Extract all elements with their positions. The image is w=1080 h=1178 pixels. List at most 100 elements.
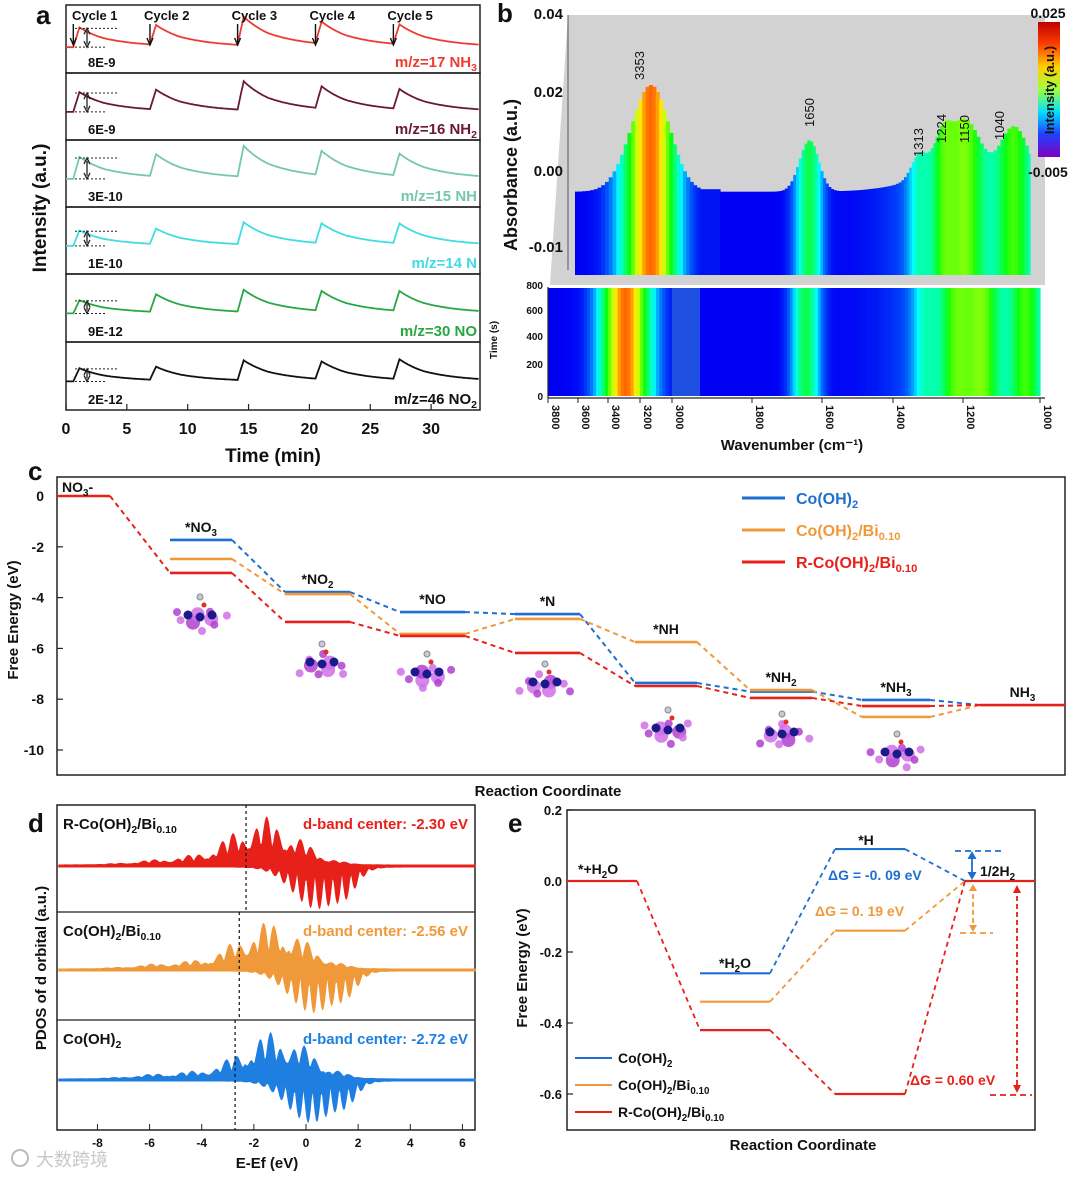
heatmap-strip bbox=[829, 288, 833, 396]
heatmap-strip bbox=[803, 288, 808, 396]
surface-strip bbox=[893, 184, 897, 275]
surface-strip bbox=[748, 191, 752, 275]
label-segment: *NH bbox=[765, 669, 791, 685]
scale-value: 1E-10 bbox=[88, 256, 123, 271]
heatmap-strip bbox=[911, 288, 915, 396]
delta-g-label: ΔG = 0. 19 eV bbox=[815, 903, 905, 919]
intermediate-label: *+H2O bbox=[578, 861, 618, 881]
x-tick-label: 1000 bbox=[1041, 405, 1053, 429]
surface-strip bbox=[851, 190, 855, 275]
surface-strip bbox=[593, 189, 598, 275]
label-segment: m/z=30 NO bbox=[400, 323, 477, 340]
peak-label: 1224 bbox=[934, 114, 949, 143]
arrow-down-icon bbox=[389, 37, 398, 47]
heatmap-break bbox=[672, 288, 700, 396]
heatmap-strip bbox=[725, 288, 730, 396]
energy-connector bbox=[811, 689, 863, 718]
x-axis-label: Time (min) bbox=[225, 446, 321, 467]
label-segment: R-Co(OH) bbox=[796, 555, 869, 572]
surface-strip bbox=[623, 144, 628, 275]
heatmap-strip bbox=[572, 288, 576, 396]
ms-signal-trace bbox=[66, 357, 479, 383]
label-segment: *H bbox=[719, 955, 735, 971]
surface-strip bbox=[736, 191, 741, 275]
label-segment: *NH bbox=[653, 621, 679, 637]
energy-connector bbox=[464, 617, 516, 635]
intermediate-label: *NO bbox=[419, 591, 446, 607]
atom bbox=[176, 616, 185, 625]
heatmap-strip bbox=[729, 288, 734, 396]
heatmap-strip bbox=[602, 288, 606, 396]
energy-connector bbox=[579, 652, 636, 687]
heatmap-strip bbox=[554, 288, 558, 396]
label-segment: *NO bbox=[302, 571, 329, 587]
heatmap-strip bbox=[617, 288, 622, 396]
label-segment: 2 bbox=[328, 580, 334, 591]
surface-strip bbox=[921, 152, 925, 275]
heatmap-strip bbox=[611, 288, 615, 396]
surface-strip bbox=[787, 185, 791, 275]
heatmap-strip bbox=[749, 288, 754, 396]
heatmap-strip bbox=[704, 288, 709, 396]
heatmap-strip bbox=[578, 288, 582, 396]
surface-strip bbox=[700, 189, 721, 275]
d-band-center-label: d-band center: -2.72 eV bbox=[303, 1031, 468, 1048]
atom bbox=[314, 670, 323, 679]
energy-connector bbox=[929, 704, 981, 708]
heatmap-strip bbox=[784, 288, 788, 396]
surface-strip bbox=[951, 121, 955, 275]
y-tick-label: 0.0 bbox=[544, 874, 562, 889]
atom bbox=[535, 670, 544, 679]
atom bbox=[447, 665, 456, 674]
heatmap-strip bbox=[1038, 288, 1041, 396]
heatmap-strip bbox=[916, 288, 921, 396]
atom bbox=[418, 683, 427, 692]
surface-strip bbox=[924, 152, 927, 275]
label-segment: 2 bbox=[131, 824, 137, 836]
y-tick-label: -0.01 bbox=[529, 239, 563, 256]
heatmap-strip bbox=[566, 288, 570, 396]
y-tick-label: 0.04 bbox=[534, 6, 564, 23]
heatmap-strip bbox=[759, 288, 763, 396]
atom bbox=[195, 612, 205, 622]
heatmap-strip bbox=[1013, 288, 1018, 396]
atom bbox=[329, 657, 339, 667]
x-tick-label: 1200 bbox=[964, 405, 976, 429]
heatmap-strip bbox=[843, 288, 847, 396]
arrow-down-icon bbox=[69, 37, 77, 47]
heatmap-strip bbox=[840, 288, 844, 396]
heatmap-strip bbox=[928, 288, 932, 396]
panel-label-e: e bbox=[508, 808, 522, 838]
x-tick-label: 15 bbox=[240, 421, 258, 438]
y-tick-label: -0.2 bbox=[540, 945, 562, 960]
heatmap-strip bbox=[767, 288, 771, 396]
label-segment: 3 bbox=[1030, 693, 1036, 704]
colorbar-label: Intensity (a.u.) bbox=[1042, 46, 1057, 134]
system-label: Co(OH)2 bbox=[63, 1031, 122, 1051]
heatmap-strip bbox=[1035, 288, 1040, 396]
surface-strip bbox=[612, 171, 617, 275]
plot-frame bbox=[56, 804, 476, 1131]
heatmap-strip bbox=[936, 288, 940, 396]
label-segment: 2 bbox=[852, 499, 858, 511]
ms-subplot-frame bbox=[65, 341, 481, 411]
surface-strip bbox=[620, 154, 625, 275]
time-tick-label: 400 bbox=[526, 332, 543, 343]
surface-strip bbox=[720, 191, 724, 275]
cycle-label: Cycle 4 bbox=[309, 8, 355, 23]
legend-label: Co(OH)2 bbox=[796, 491, 858, 511]
x-tick-label: 3400 bbox=[609, 405, 621, 429]
surface-strip bbox=[590, 190, 595, 275]
y-axis-label: Intensity (a.u.) bbox=[30, 144, 51, 273]
energy-connector bbox=[579, 613, 636, 684]
peak-label: 1150 bbox=[957, 115, 972, 143]
surface-strip bbox=[798, 158, 803, 275]
heatmap-strip bbox=[888, 288, 893, 396]
energy-connector bbox=[904, 848, 966, 882]
atom bbox=[305, 657, 315, 667]
series-label: m/z=30 NO bbox=[400, 323, 477, 340]
surface-strip bbox=[659, 99, 664, 275]
adsorption-structure-image bbox=[295, 640, 348, 679]
label-segment: 0.10 bbox=[156, 824, 177, 836]
heatmap-strip bbox=[820, 288, 824, 396]
